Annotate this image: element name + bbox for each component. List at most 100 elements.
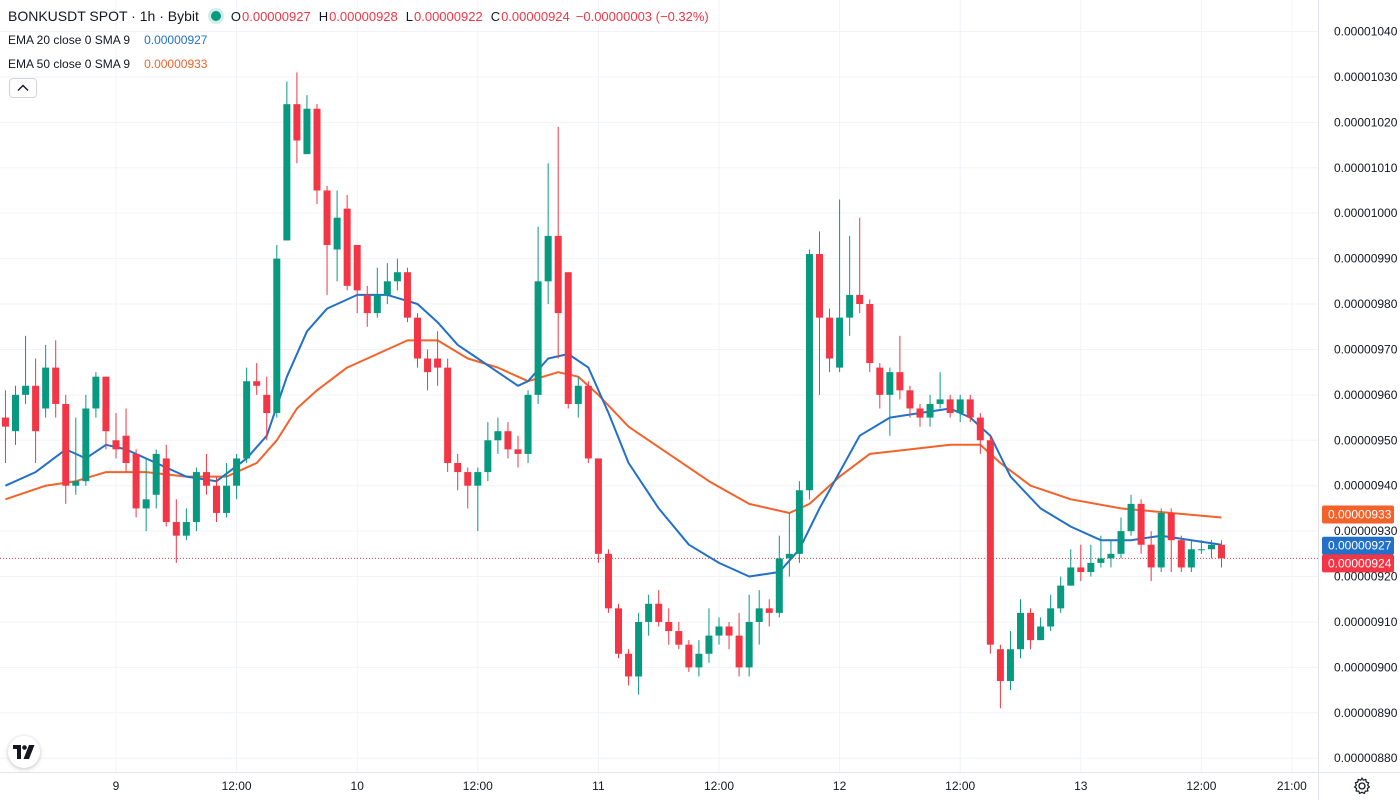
candle-body (1037, 626, 1045, 641)
symbol-title[interactable]: BONKUSDT SPOT · 1h · Bybit (8, 8, 199, 24)
candle-body (142, 499, 150, 509)
candle-body (152, 453, 160, 495)
candle-bullish (1207, 540, 1215, 559)
candle-body (353, 244, 361, 291)
candle-body (1027, 612, 1035, 641)
candle-body (625, 653, 633, 677)
candle-bearish (916, 403, 924, 427)
candle-bullish (705, 608, 713, 663)
candle-bullish (42, 344, 50, 418)
candle-bearish (1218, 540, 1225, 568)
change-value: −0.00000003 (−0.32%) (575, 8, 709, 24)
candle-bearish (353, 244, 361, 314)
candle-body (615, 608, 622, 654)
candle-bullish (1017, 599, 1024, 659)
candle-bullish (182, 508, 190, 541)
candle-bullish (142, 458, 150, 532)
candle-bearish (625, 649, 633, 686)
candle-body (1087, 562, 1095, 572)
candle-bullish (1127, 494, 1135, 536)
candle-bearish (1027, 608, 1035, 650)
candle-bullish (544, 163, 552, 305)
candle-bearish (584, 381, 592, 463)
candle-bullish (1047, 594, 1055, 632)
candle-body (936, 399, 944, 404)
collapse-legend-button[interactable] (9, 78, 37, 98)
y-tick-label: 0.00001040 (1334, 25, 1398, 39)
candle-bearish (564, 272, 572, 409)
candle-body (976, 417, 984, 441)
candle-bullish (1097, 535, 1105, 568)
x-tick-label: 9 (113, 779, 120, 793)
candle-bearish (162, 444, 170, 527)
candle-body (695, 653, 703, 668)
candle-bearish (735, 612, 743, 677)
ema50-value: 0.00000933 (144, 57, 208, 71)
x-tick-label: 12:00 (704, 779, 734, 793)
candle-bullish (805, 249, 813, 500)
candle-bullish (1067, 549, 1075, 586)
candle-bearish (434, 331, 442, 386)
x-tick-label: 12:00 (945, 779, 975, 793)
candle-body (1218, 544, 1225, 559)
low-label: L (405, 8, 413, 24)
candle-bearish (1177, 535, 1185, 572)
candle-body (22, 385, 30, 395)
candle-body (393, 272, 401, 282)
x-tick-label: 11 (592, 779, 605, 793)
candle-bearish (424, 349, 432, 391)
candle-bearish (32, 358, 40, 463)
symbol-legend: BONKUSDT SPOT · 1h · Bybit O 0.00000927 … (8, 6, 709, 26)
candle-bullish (695, 640, 703, 677)
candle-bullish (373, 267, 381, 318)
ema50-legend[interactable]: EMA 50 close 0 SMA 9 0.00000933 (8, 54, 207, 74)
candle-body (323, 190, 331, 245)
candle-body (313, 108, 321, 191)
y-tick-label: 0.00000910 (1334, 615, 1398, 629)
candle-body (273, 258, 281, 414)
candle-body (172, 522, 180, 536)
y-tick-label: 0.00000930 (1334, 524, 1398, 538)
candle-bearish (444, 358, 452, 473)
candle-bearish (454, 453, 462, 491)
candle-body (464, 472, 472, 486)
candle-bearish (675, 621, 683, 650)
candles (1, 72, 1225, 709)
candle-body (765, 608, 773, 613)
gear-icon[interactable] (1352, 776, 1372, 796)
y-tick-label: 0.00000950 (1334, 433, 1398, 447)
candle-body (886, 372, 894, 395)
tradingview-logo-icon[interactable] (8, 736, 40, 768)
candle-body (755, 608, 763, 622)
candle-body (484, 440, 492, 473)
candle-body (816, 254, 823, 318)
candle-body (805, 254, 813, 491)
candle-bearish (615, 603, 622, 659)
candle-bearish (594, 458, 602, 563)
high-label: H (318, 8, 329, 24)
candle-bearish (313, 104, 321, 205)
candle-bearish (1167, 508, 1175, 572)
price-badge (1322, 536, 1394, 555)
candle-bullish (474, 467, 482, 532)
candle-body (474, 472, 482, 486)
candle-bearish (946, 394, 954, 418)
candle-bullish (233, 453, 241, 500)
candle-bullish (1197, 540, 1205, 554)
candle-bearish (976, 413, 984, 454)
x-tick-label: 12:00 (222, 779, 252, 793)
y-tick-label: 0.00000990 (1334, 252, 1398, 266)
candle-body (32, 385, 40, 432)
y-tick-label: 0.00001000 (1334, 206, 1398, 220)
candle-body (202, 472, 210, 486)
ema20-legend[interactable]: EMA 20 close 0 SMA 9 0.00000927 (8, 30, 207, 50)
candle-body (655, 603, 663, 622)
candle-bullish (152, 449, 160, 509)
candle-bearish (986, 435, 994, 654)
candle-bearish (293, 72, 301, 164)
candle-bullish (755, 590, 763, 645)
candle-body (735, 635, 743, 668)
candle-body (293, 104, 301, 141)
candle-bullish (645, 594, 653, 636)
